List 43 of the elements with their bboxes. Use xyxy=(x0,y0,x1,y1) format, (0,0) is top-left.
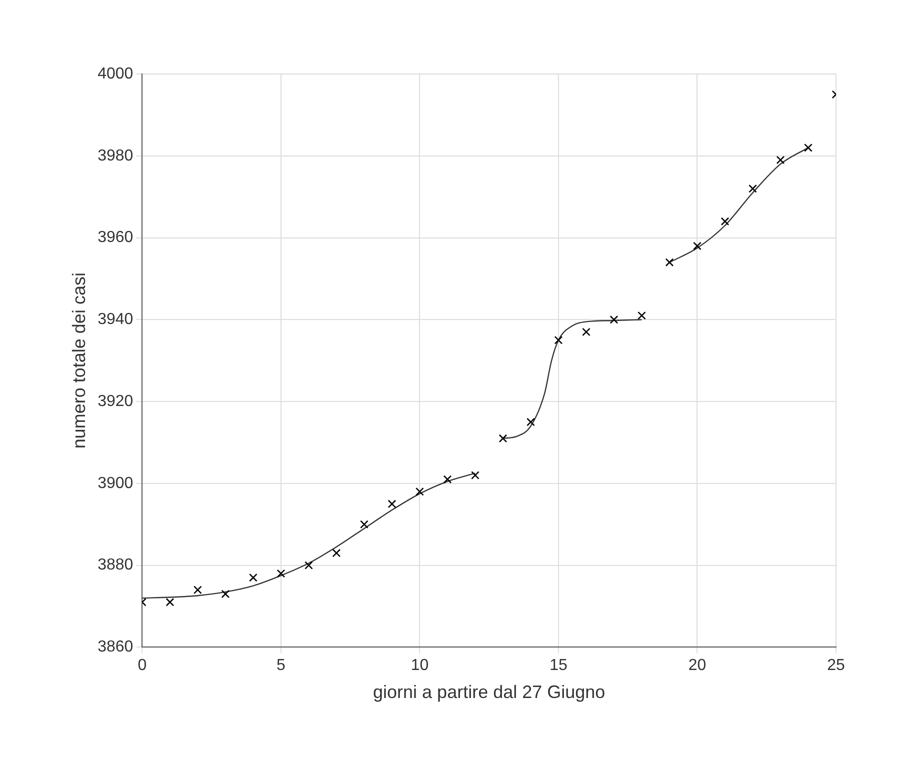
point xyxy=(693,242,702,250)
line-series xyxy=(142,472,476,599)
line-series xyxy=(668,147,809,263)
y-tick-label: 3900 xyxy=(98,474,134,492)
x-tick-label: 20 xyxy=(688,657,706,674)
point xyxy=(720,217,730,226)
x-axis-title: giorni a partire dal 27 Giugno xyxy=(373,682,606,702)
y-axis-title: numero totale dei casi xyxy=(68,272,89,449)
y-tick-label: 3980 xyxy=(98,147,134,164)
point xyxy=(221,590,230,598)
point xyxy=(249,573,258,582)
point xyxy=(776,156,785,164)
point xyxy=(276,569,286,578)
point xyxy=(443,475,452,484)
point xyxy=(360,520,368,529)
y-tick-label: 4000 xyxy=(98,65,134,82)
point xyxy=(194,586,202,594)
line-series xyxy=(502,319,642,439)
x-tick-label: 10 xyxy=(410,657,429,674)
point xyxy=(304,561,313,570)
point xyxy=(554,336,563,344)
y-tick-label: 3940 xyxy=(98,311,134,328)
x-tick-label: 15 xyxy=(550,657,568,674)
y-tick-label: 3880 xyxy=(98,556,134,574)
point xyxy=(638,311,646,320)
point xyxy=(804,144,812,152)
point xyxy=(332,548,341,558)
point xyxy=(471,471,480,480)
point xyxy=(416,487,424,496)
x-tick-label: 25 xyxy=(827,657,845,674)
y-tick-label: 3860 xyxy=(98,638,134,656)
y-tick-label: 3920 xyxy=(98,392,134,410)
point xyxy=(748,184,757,193)
point xyxy=(526,418,535,426)
x-tick-label: 5 xyxy=(276,657,286,674)
point xyxy=(166,598,174,606)
y-tick-label: 3960 xyxy=(98,229,134,246)
point xyxy=(388,500,396,508)
x-tick-label: 0 xyxy=(138,657,147,674)
point xyxy=(582,328,590,336)
point xyxy=(498,434,508,443)
point xyxy=(665,258,674,267)
point xyxy=(610,315,618,324)
